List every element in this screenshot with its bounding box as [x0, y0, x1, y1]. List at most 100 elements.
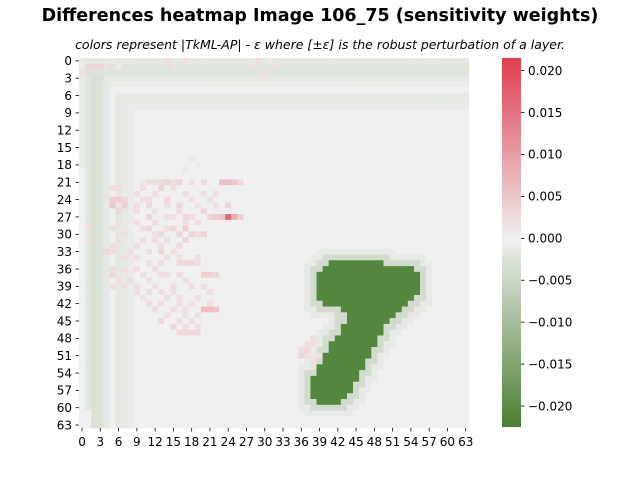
heatmap-cell — [346, 162, 354, 169]
heatmap-cell — [85, 121, 92, 128]
heatmap-cell — [273, 312, 281, 319]
heatmap-cell — [395, 162, 403, 169]
heatmap-cell — [212, 179, 220, 186]
heatmap-cell — [292, 69, 299, 76]
heatmap-cell — [407, 81, 415, 88]
heatmap-cell — [237, 289, 244, 296]
heatmap-cell — [322, 219, 330, 227]
heatmap-cell — [158, 219, 165, 227]
heatmap-cell — [286, 167, 293, 174]
heatmap-cell — [286, 352, 293, 359]
heatmap-cell — [395, 260, 403, 267]
heatmap-cell — [395, 300, 403, 307]
heatmap-cell — [462, 312, 470, 319]
heatmap-cell — [267, 162, 275, 169]
heatmap-cell — [133, 318, 141, 325]
heatmap-cell — [389, 63, 397, 70]
heatmap-cell — [249, 410, 257, 417]
heatmap-cell — [273, 393, 281, 400]
heatmap-cell — [286, 300, 293, 307]
heatmap-cell — [279, 231, 287, 238]
heatmap-cell — [279, 266, 287, 273]
heatmap-cell — [456, 323, 464, 331]
heatmap-cell — [279, 98, 287, 105]
heatmap-cell — [365, 387, 372, 394]
heatmap-cell — [261, 237, 269, 244]
heatmap-cell — [255, 254, 263, 261]
heatmap-cell — [188, 219, 196, 227]
heatmap-cell — [243, 341, 250, 348]
heatmap-cell — [286, 150, 293, 157]
heatmap-cell — [79, 127, 86, 134]
heatmap-cell — [334, 381, 342, 388]
heatmap-cell — [188, 167, 196, 174]
heatmap-cell — [353, 196, 360, 203]
heatmap-cell — [103, 312, 110, 319]
heatmap-cell — [115, 231, 123, 238]
heatmap-cell — [212, 410, 220, 417]
heatmap-cell — [298, 162, 305, 169]
heatmap-cell — [413, 190, 421, 198]
heatmap-cell — [426, 370, 433, 377]
heatmap-cell — [103, 318, 110, 325]
heatmap-cell — [420, 422, 427, 429]
heatmap-cell — [176, 375, 183, 383]
heatmap-cell — [249, 138, 257, 146]
heatmap-cell — [322, 289, 330, 296]
heatmap-cell — [133, 329, 141, 336]
heatmap-cell — [261, 202, 269, 209]
heatmap-cell — [395, 208, 403, 215]
heatmap-cell — [103, 329, 110, 336]
heatmap-cell — [292, 370, 299, 377]
heatmap-cell — [298, 399, 305, 406]
heatmap-cell — [395, 86, 403, 94]
heatmap-cell — [304, 335, 311, 342]
heatmap-cell — [365, 225, 372, 232]
heatmap-cell — [407, 58, 415, 65]
heatmap-cell — [145, 399, 153, 406]
heatmap-cell — [97, 329, 104, 336]
heatmap-cell — [279, 150, 287, 157]
heatmap-cell — [353, 231, 360, 238]
heatmap-cell — [298, 231, 305, 238]
heatmap-cell — [194, 312, 202, 319]
heatmap-cell — [170, 133, 177, 140]
heatmap-cell — [212, 294, 220, 302]
heatmap-cell — [225, 381, 232, 388]
heatmap-cell — [267, 375, 275, 383]
heatmap-cell — [255, 104, 263, 111]
heatmap-cell — [231, 335, 238, 342]
heatmap-cell — [316, 323, 323, 331]
heatmap-cell — [243, 300, 250, 307]
heatmap-cell — [316, 219, 323, 227]
heatmap-cell — [273, 133, 281, 140]
heatmap-cell — [231, 138, 238, 146]
heatmap-cell — [206, 416, 214, 423]
heatmap-cell — [359, 144, 366, 151]
heatmap-cell — [279, 248, 287, 255]
heatmap-cell — [225, 92, 232, 99]
heatmap-cell — [371, 329, 378, 336]
heatmap-cell — [231, 144, 238, 151]
heatmap-cell — [420, 364, 427, 371]
heatmap-cell — [170, 393, 177, 400]
heatmap-cell — [85, 277, 92, 284]
heatmap-cell — [383, 375, 390, 383]
heatmap-cell — [261, 416, 269, 423]
heatmap-cell — [316, 115, 323, 122]
heatmap-cell — [322, 185, 330, 192]
heatmap-cell — [353, 248, 360, 255]
heatmap-cell — [389, 58, 397, 65]
heatmap-cell — [182, 248, 190, 255]
heatmap-cell — [139, 387, 147, 394]
heatmap-cell — [139, 173, 147, 180]
x-tick-label: 39 — [312, 435, 327, 449]
heatmap-cell — [432, 75, 439, 82]
heatmap-cell — [139, 144, 147, 151]
heatmap-cell — [286, 185, 293, 192]
heatmap-cell — [328, 347, 336, 354]
heatmap-cell — [243, 63, 250, 70]
heatmap-cell — [407, 422, 415, 429]
heatmap-cell — [420, 375, 427, 383]
heatmap-cell — [334, 266, 342, 273]
